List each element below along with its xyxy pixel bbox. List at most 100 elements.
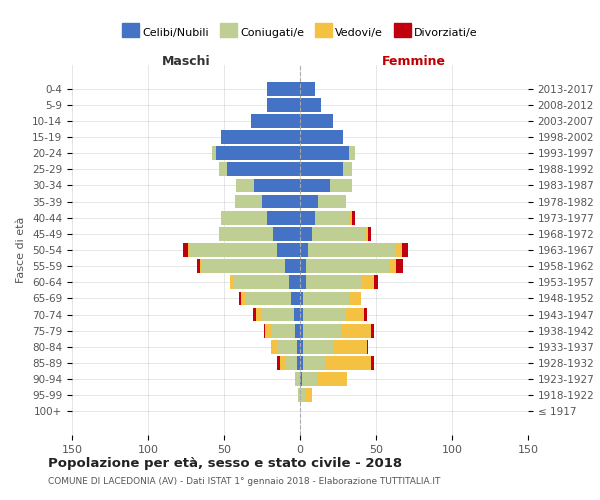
Bar <box>349 211 352 224</box>
Bar <box>262 308 294 322</box>
Bar <box>300 388 305 402</box>
Bar <box>233 276 289 289</box>
Bar <box>300 276 306 289</box>
Bar <box>367 340 368 353</box>
Bar <box>262 194 300 208</box>
Bar <box>300 114 334 128</box>
Bar <box>220 227 272 240</box>
Bar <box>362 276 374 289</box>
Bar <box>221 130 300 144</box>
Bar <box>298 388 300 402</box>
Bar <box>300 227 312 240</box>
Bar <box>302 372 317 386</box>
Bar <box>303 308 346 322</box>
Bar <box>368 227 371 240</box>
Bar <box>396 260 403 273</box>
Text: Popolazione per età, sesso e stato civile - 2018: Popolazione per età, sesso e stato civil… <box>48 458 402 470</box>
Bar <box>306 276 362 289</box>
Bar <box>188 243 189 257</box>
Bar <box>230 276 233 289</box>
Bar <box>280 356 285 370</box>
Bar <box>300 356 303 370</box>
Bar <box>271 340 277 353</box>
Bar <box>265 324 271 338</box>
Bar <box>263 324 265 338</box>
Bar <box>183 243 188 257</box>
Bar <box>256 308 262 322</box>
Bar <box>300 372 302 386</box>
Bar <box>341 324 371 338</box>
Legend: Celibi/Nubili, Coniugati/e, Vedovi/e, Divorziati/e: Celibi/Nubili, Coniugati/e, Vedovi/e, Di… <box>118 22 482 42</box>
Bar <box>300 292 303 306</box>
Text: COMUNE DI LACEDONIA (AV) - Dati ISTAT 1° gennaio 2018 - Elaborazione TUTTITALIA.: COMUNE DI LACEDONIA (AV) - Dati ISTAT 1°… <box>48 478 440 486</box>
Bar <box>303 356 326 370</box>
Bar <box>239 292 241 306</box>
Bar <box>389 260 396 273</box>
Bar <box>295 324 300 338</box>
Bar <box>346 308 364 322</box>
Bar <box>285 260 300 273</box>
Bar <box>300 194 318 208</box>
Bar <box>303 324 341 338</box>
Bar <box>326 356 371 370</box>
Bar <box>396 243 402 257</box>
Bar <box>251 114 300 128</box>
Bar <box>200 260 201 273</box>
Bar <box>300 98 321 112</box>
Bar <box>331 178 352 192</box>
Bar <box>294 308 300 322</box>
Text: Femmine: Femmine <box>382 54 446 68</box>
Bar <box>201 260 285 273</box>
Bar <box>364 308 367 322</box>
Bar <box>308 243 396 257</box>
Bar <box>291 292 300 306</box>
Bar <box>266 82 300 96</box>
Bar <box>315 211 349 224</box>
Bar <box>266 211 300 224</box>
Bar <box>217 146 300 160</box>
Bar <box>221 211 266 224</box>
Bar <box>212 146 217 160</box>
Bar <box>371 324 374 338</box>
Bar <box>371 356 374 370</box>
Bar <box>300 243 308 257</box>
Bar <box>300 162 343 176</box>
Bar <box>289 276 300 289</box>
Bar <box>277 243 300 257</box>
Bar <box>352 211 355 224</box>
Bar <box>318 194 346 208</box>
Bar <box>253 308 256 322</box>
Bar <box>297 356 300 370</box>
Bar <box>349 146 355 160</box>
Bar <box>241 292 245 306</box>
Bar <box>300 211 315 224</box>
Bar <box>300 146 349 160</box>
Bar <box>227 162 300 176</box>
Bar <box>365 227 368 240</box>
Bar <box>317 372 347 386</box>
Bar <box>306 260 389 273</box>
Y-axis label: Fasce di età: Fasce di età <box>16 217 26 283</box>
Bar <box>300 130 343 144</box>
Bar <box>374 276 377 289</box>
Bar <box>277 340 297 353</box>
Bar <box>312 227 365 240</box>
Bar <box>285 356 297 370</box>
Bar <box>254 178 300 192</box>
Bar <box>402 243 408 257</box>
Bar <box>220 162 227 176</box>
Bar <box>297 340 300 353</box>
Bar <box>349 292 361 306</box>
Bar <box>305 388 312 402</box>
Bar <box>300 340 303 353</box>
Bar <box>235 194 262 208</box>
Bar <box>300 308 303 322</box>
Bar <box>295 372 300 386</box>
Bar <box>245 292 291 306</box>
Bar <box>197 260 200 273</box>
Bar <box>300 324 303 338</box>
Bar <box>271 324 295 338</box>
Text: Maschi: Maschi <box>161 54 211 68</box>
Bar <box>272 227 300 240</box>
Bar <box>189 243 277 257</box>
